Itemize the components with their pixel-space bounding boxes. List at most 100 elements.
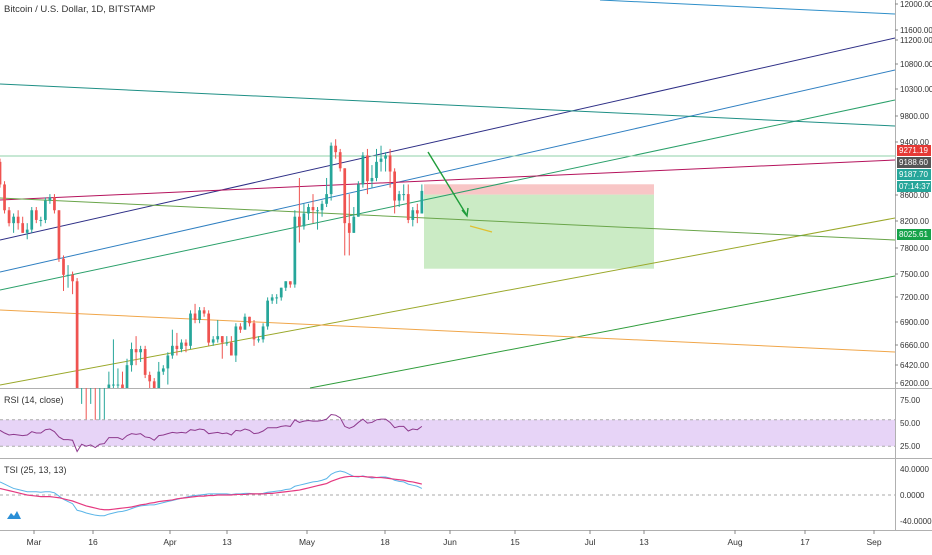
target-price-badge: 8025.61 — [897, 229, 931, 240]
price-tick-label: 7800.00 — [900, 244, 929, 253]
current-price-badge: 9187.70 — [897, 169, 931, 180]
candle-body — [334, 145, 338, 153]
price-tick-label: 9400.00 — [900, 138, 929, 147]
last-price-badge: 9188.60 — [897, 157, 931, 168]
candle-body — [239, 326, 242, 330]
trend-line — [0, 309, 896, 353]
candle-body — [248, 316, 251, 324]
candle-body — [39, 219, 43, 221]
candle-body — [298, 216, 301, 227]
candle-body — [184, 342, 188, 346]
tsi-tick-label: 0.0000 — [900, 491, 925, 500]
candle-body — [211, 339, 215, 343]
candle-body — [347, 223, 351, 233]
time-tick-label: Sep — [866, 537, 881, 547]
candle-body — [125, 365, 129, 388]
candle-body — [325, 194, 328, 204]
price-tick-label: 10300.00 — [900, 85, 932, 94]
candle-body — [356, 184, 360, 217]
candle-body — [243, 316, 247, 330]
candle-body — [112, 384, 115, 386]
candle-body — [193, 313, 197, 320]
time-tick-label: 18 — [380, 537, 390, 547]
candle-body — [366, 155, 369, 182]
time-tick-label: Jun — [443, 537, 457, 547]
candle-body — [25, 229, 29, 233]
time-tick-label: Mar — [27, 537, 42, 547]
candle-body — [202, 310, 206, 314]
candle-body — [329, 145, 333, 195]
time-tick-label: Aug — [727, 537, 742, 547]
candle-body — [257, 339, 260, 341]
candle-body — [207, 313, 211, 343]
candle-body — [320, 203, 324, 211]
time-tick-label: May — [299, 537, 316, 547]
candle-body — [284, 281, 288, 288]
candle-body — [343, 168, 347, 224]
candle-body — [379, 158, 383, 162]
candle-body — [220, 336, 224, 343]
price-tick-label: 8200.00 — [900, 217, 929, 226]
candle-body — [121, 384, 124, 388]
candle-body — [53, 197, 56, 211]
candle-body — [107, 384, 111, 388]
take-profit-zone — [424, 194, 654, 269]
candle-body — [420, 190, 424, 214]
candle-body — [143, 349, 147, 375]
price-tick-label: 6200.00 — [900, 379, 929, 388]
target-arrow — [469, 225, 493, 233]
price-tick-label: 7200.00 — [900, 293, 929, 302]
time-tick-label: 17 — [800, 537, 810, 547]
time-tick-label: 16 — [88, 537, 98, 547]
price-tick-label: 6660.00 — [900, 341, 929, 350]
candle-body — [57, 210, 61, 259]
candle-body — [166, 355, 170, 369]
candle-body — [216, 336, 220, 340]
price-tick-label: 6900.00 — [900, 318, 929, 327]
candle-body — [171, 345, 174, 356]
candle-body — [12, 216, 15, 224]
tsi-fast-line — [0, 470, 423, 517]
candle-body — [397, 194, 401, 201]
time-tick-label: Apr — [163, 537, 176, 547]
candle-body — [34, 210, 38, 220]
candle-body — [48, 197, 52, 201]
time-tick-label: 15 — [510, 537, 520, 547]
tsi-title: TSI (25, 13, 13) — [4, 465, 67, 475]
tsi-tick-label: 40.0000 — [900, 465, 929, 474]
price-tick-label: 7500.00 — [900, 270, 929, 279]
price-tick-label: 11200.00 — [900, 36, 932, 45]
candle-body — [157, 371, 161, 388]
trend-line — [309, 275, 896, 389]
candle-body — [352, 216, 356, 233]
candle-body — [180, 342, 183, 350]
candle-body — [139, 349, 142, 353]
time-tick-label: 13 — [222, 537, 232, 547]
price-tick-label: 11600.00 — [900, 26, 932, 35]
countdown-badge: 07:14:37 — [897, 181, 931, 192]
candle-body — [0, 161, 2, 185]
candle-body — [388, 155, 392, 172]
candle-body — [415, 210, 419, 214]
candle-body — [62, 258, 65, 275]
price-tick-label: 9800.00 — [900, 112, 929, 121]
tradingview-logo-icon[interactable] — [6, 509, 22, 521]
candle-body — [161, 368, 165, 372]
candle-body — [16, 216, 20, 224]
candle-body — [175, 345, 179, 350]
rsi-tick-label: 25.00 — [900, 442, 921, 451]
candle-body — [225, 342, 229, 344]
candle-body — [44, 200, 47, 220]
candle-body — [311, 207, 315, 211]
candle-body — [384, 155, 387, 159]
candle-body — [30, 210, 34, 230]
chart-title: Bitcoin / U.S. Dollar, 1D, BITSTAMP — [4, 4, 156, 15]
trend-line — [0, 69, 896, 273]
candle-body — [266, 300, 269, 327]
candle-body — [229, 342, 233, 356]
candle-body — [411, 210, 415, 220]
trend-line — [599, 0, 896, 15]
candle-body — [302, 213, 306, 227]
